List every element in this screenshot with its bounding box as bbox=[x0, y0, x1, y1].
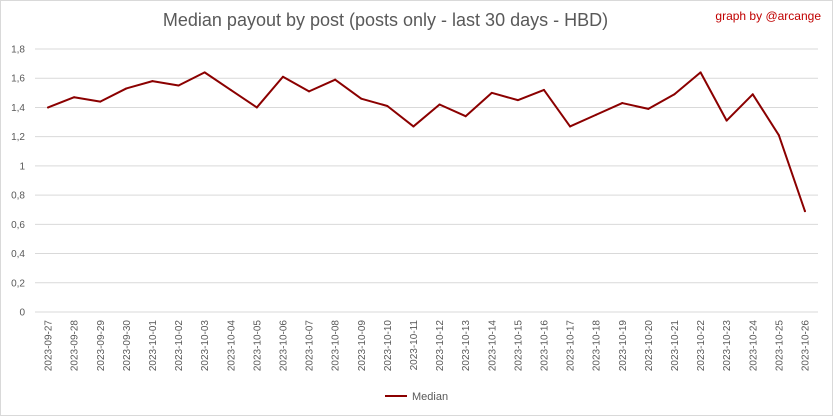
data-point bbox=[673, 93, 676, 96]
data-point bbox=[281, 75, 284, 78]
y-tick-label: 0 bbox=[19, 308, 25, 319]
x-tick-label: 2023-10-10 bbox=[383, 320, 394, 372]
x-tick-label: 2023-10-02 bbox=[174, 320, 185, 372]
y-tick-label: 1,4 bbox=[11, 103, 25, 114]
data-point bbox=[699, 71, 702, 74]
y-tick-label: 0,6 bbox=[11, 220, 25, 231]
x-tick-label: 2023-10-17 bbox=[566, 320, 577, 372]
data-point bbox=[308, 90, 311, 93]
x-tick-label: 2023-10-16 bbox=[539, 320, 550, 372]
data-point bbox=[229, 88, 232, 91]
x-tick-label: 2023-10-08 bbox=[331, 320, 342, 372]
data-point bbox=[647, 107, 650, 110]
gridlines bbox=[35, 48, 818, 313]
x-tick-label: 2023-09-28 bbox=[70, 320, 81, 372]
data-point bbox=[47, 106, 50, 109]
data-point bbox=[490, 91, 493, 94]
data-point bbox=[203, 71, 206, 74]
x-tick-label: 2023-10-26 bbox=[800, 320, 811, 372]
x-tick-label: 2023-10-14 bbox=[487, 320, 498, 372]
y-tick-label: 1 bbox=[19, 161, 25, 172]
series-line-median bbox=[47, 71, 806, 213]
x-tick-label: 2023-10-23 bbox=[722, 320, 733, 372]
x-tick-label: 2023-10-03 bbox=[200, 320, 211, 372]
x-tick-label: 2023-10-04 bbox=[226, 320, 237, 372]
data-point bbox=[438, 103, 441, 106]
x-tick-label: 2023-10-25 bbox=[774, 320, 785, 372]
x-tick-label: 2023-10-09 bbox=[357, 320, 368, 372]
chart-title: Median payout by post (posts only - last… bbox=[162, 10, 609, 30]
data-point bbox=[621, 102, 624, 105]
x-tick-label: 2023-10-21 bbox=[670, 320, 681, 372]
x-axis-ticks: 2023-09-27 2023-09-28 2023-09-29 2023-09-30… bbox=[44, 320, 812, 372]
x-tick-label: 2023-10-24 bbox=[748, 320, 759, 372]
x-tick-label: 2023-10-20 bbox=[644, 320, 655, 372]
y-tick-label: 0,8 bbox=[11, 191, 25, 202]
data-point bbox=[542, 88, 545, 91]
x-tick-label: 2023-10-05 bbox=[252, 320, 263, 372]
x-tick-label: 2023-10-11 bbox=[409, 320, 420, 371]
data-point bbox=[255, 106, 258, 109]
data-point bbox=[751, 93, 754, 96]
data-point bbox=[125, 87, 128, 90]
x-tick-label: 2023-10-12 bbox=[435, 320, 446, 372]
data-point bbox=[777, 134, 780, 137]
x-tick-label: 2023-10-22 bbox=[696, 320, 707, 372]
data-point bbox=[516, 99, 519, 102]
data-point bbox=[151, 80, 154, 83]
data-point bbox=[334, 78, 337, 81]
legend: Median bbox=[385, 391, 448, 403]
data-point bbox=[803, 210, 806, 213]
x-tick-label: 2023-09-27 bbox=[44, 320, 55, 372]
y-tick-label: 1,6 bbox=[11, 74, 25, 85]
y-tick-label: 1,8 bbox=[11, 45, 25, 56]
x-tick-label: 2023-10-15 bbox=[513, 320, 524, 372]
data-point bbox=[386, 104, 389, 107]
data-point bbox=[177, 84, 180, 87]
x-tick-label: 2023-10-07 bbox=[305, 320, 316, 372]
legend-label-median: Median bbox=[412, 391, 448, 403]
data-point bbox=[412, 125, 415, 128]
series-layer bbox=[47, 71, 806, 213]
y-tick-label: 0,2 bbox=[11, 278, 25, 289]
y-axis-ticks: 0 0,2 0,4 0,6 0,8 1 1,2 1,4 1,6 1,8 bbox=[11, 45, 25, 319]
data-point bbox=[99, 100, 102, 103]
data-point bbox=[73, 96, 76, 99]
y-tick-label: 1,2 bbox=[11, 132, 25, 143]
data-point bbox=[595, 113, 598, 116]
x-tick-label: 2023-10-18 bbox=[592, 320, 603, 372]
x-tick-label: 2023-09-29 bbox=[96, 320, 107, 372]
x-tick-label: 2023-10-01 bbox=[148, 320, 159, 372]
data-point bbox=[725, 119, 728, 122]
x-tick-label: 2023-09-30 bbox=[122, 320, 133, 372]
data-point bbox=[464, 115, 467, 118]
x-tick-label: 2023-10-06 bbox=[278, 320, 289, 372]
x-tick-label: 2023-10-13 bbox=[461, 320, 472, 372]
data-point bbox=[360, 97, 363, 100]
x-tick-label: 2023-10-19 bbox=[618, 320, 629, 372]
data-point bbox=[569, 125, 572, 128]
y-tick-label: 0,4 bbox=[11, 249, 25, 260]
credit-label: graph by @arcange bbox=[715, 9, 821, 23]
